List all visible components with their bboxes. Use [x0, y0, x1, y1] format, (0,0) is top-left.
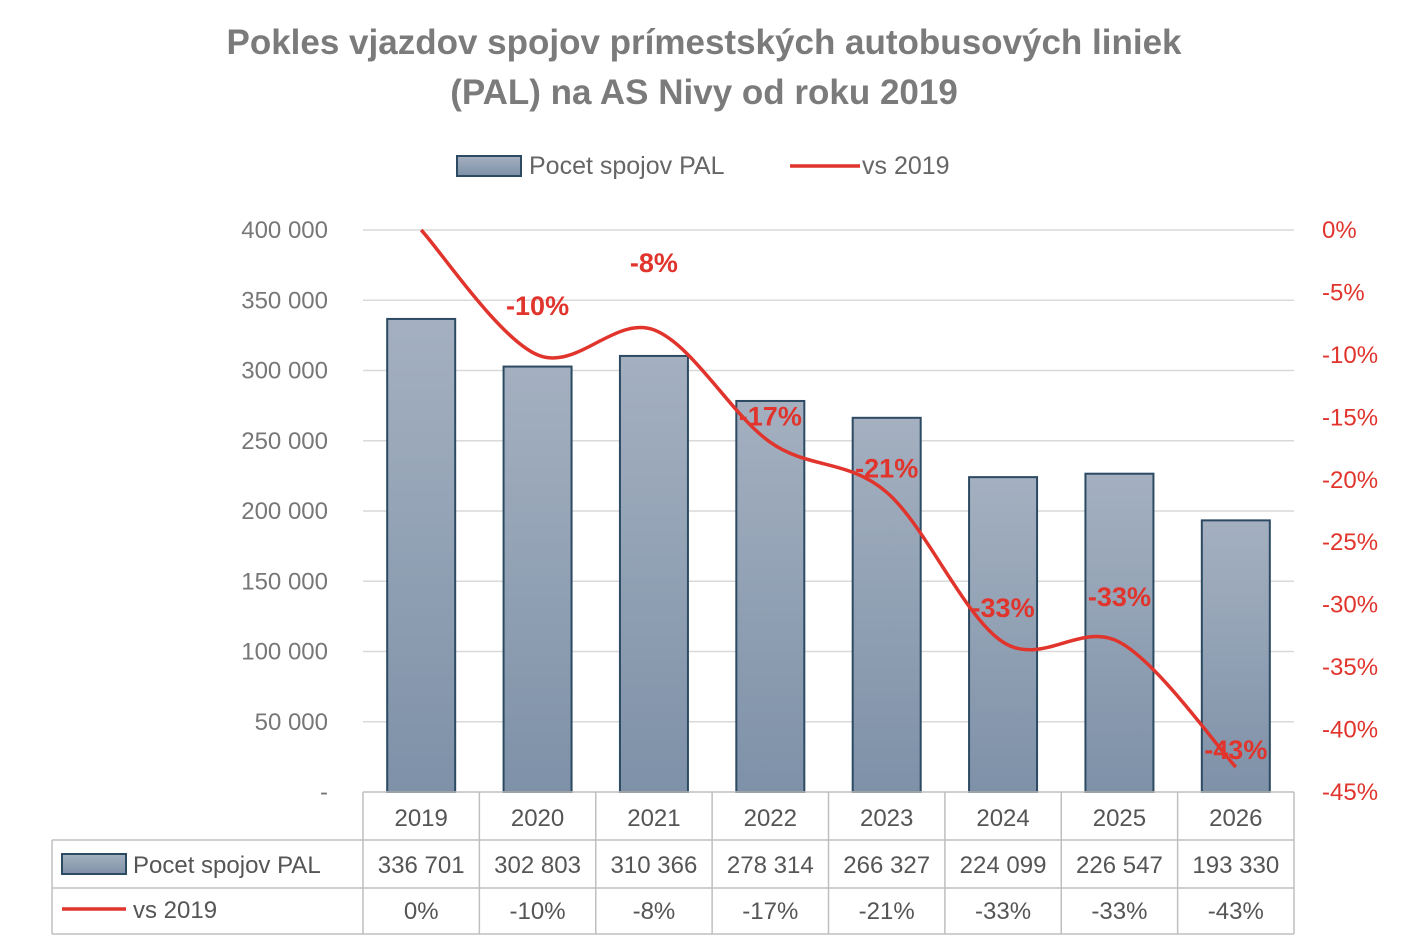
table-cell: -8%	[633, 898, 676, 925]
bar	[1084, 472, 1155, 793]
x-category-label: 2026	[1209, 805, 1262, 832]
table-cell: 193 330	[1192, 852, 1279, 879]
x-category-label: 2021	[627, 805, 680, 832]
table-cell: -33%	[975, 898, 1031, 925]
y2-tick-label: -20%	[1322, 467, 1378, 494]
data-label: -33%	[1088, 582, 1151, 612]
table-cell: 266 327	[843, 852, 930, 879]
data-label: -21%	[855, 453, 918, 483]
x-category-label: 2023	[860, 805, 913, 832]
bar-series	[386, 317, 1271, 793]
y2-tick-label: -35%	[1322, 654, 1378, 681]
x-category-label: 2022	[744, 805, 797, 832]
data-label: -17%	[739, 401, 802, 431]
y-tick-label: 100 000	[241, 639, 328, 666]
data-table: 2019 2020 2021 2022 2023 2024 2025 2026 Pocet sp…	[51, 791, 1295, 935]
y-axis-right: 0% -5% -10% -15% -20% -25% -30% -35% -40% -45%	[1322, 217, 1378, 806]
table-cell: -10%	[510, 898, 566, 925]
y-tick-label: 50 000	[255, 709, 328, 736]
bar	[618, 354, 689, 793]
bar	[386, 317, 457, 793]
y-tick-label: -	[320, 779, 328, 806]
table-row-label: Pocet spojov PAL	[133, 852, 321, 879]
y2-tick-label: -25%	[1322, 529, 1378, 556]
bar	[968, 476, 1039, 793]
y2-tick-label: -10%	[1322, 342, 1378, 369]
x-category-label: 2024	[976, 805, 1029, 832]
data-label: -33%	[972, 593, 1035, 623]
y2-tick-label: -5%	[1322, 279, 1365, 306]
y-tick-label: 250 000	[241, 428, 328, 455]
chart-title-line-2: (PAL) na AS Nivy od roku 2019	[450, 73, 958, 112]
y2-tick-label: -30%	[1322, 592, 1378, 619]
table-cell: -21%	[859, 898, 915, 925]
y-tick-label: 200 000	[241, 498, 328, 525]
data-label: -8%	[630, 248, 678, 278]
legend-key-bar	[61, 853, 127, 875]
x-category-label: 2025	[1093, 805, 1146, 832]
data-label: -43%	[1204, 735, 1267, 765]
legend-label: Pocet spojov PAL	[529, 152, 725, 180]
bar	[502, 365, 573, 793]
y2-tick-label: -40%	[1322, 717, 1378, 744]
x-category-label: 2019	[394, 805, 447, 832]
table-cell: 278 314	[727, 852, 814, 879]
table-row-label: vs 2019	[133, 897, 217, 924]
table-cell: 224 099	[960, 852, 1047, 879]
x-category-label: 2020	[511, 805, 564, 832]
bar	[735, 399, 806, 793]
table-cell: -43%	[1208, 898, 1264, 925]
table-cell: 310 366	[611, 852, 698, 879]
y-tick-label: 150 000	[241, 568, 328, 595]
bar	[1200, 519, 1271, 793]
legend-key-bar	[456, 155, 522, 177]
table-cell: 226 547	[1076, 852, 1163, 879]
y-tick-label: 350 000	[241, 287, 328, 314]
table-cell: -33%	[1091, 898, 1147, 925]
table-cell: 302 803	[494, 852, 581, 879]
table-cell: -17%	[742, 898, 798, 925]
chart-title: Pokles vjazdov spojov prímestských autob…	[0, 18, 1408, 118]
data-labels: -10% -8% -17% -21% -33% -33% -43%	[506, 248, 1267, 765]
line-vs-2019	[419, 228, 1238, 769]
y2-tick-label: -15%	[1322, 404, 1378, 431]
table-cell: 0%	[404, 898, 439, 925]
table-cell: 336 701	[378, 852, 465, 879]
legend: Pocet spojov PAL vs 2019	[456, 152, 950, 180]
y-axis-left: 400 000 350 000 300 000 250 000 200 000 150 0…	[241, 217, 328, 806]
data-label: -10%	[506, 291, 569, 321]
y-tick-label: 300 000	[241, 358, 328, 385]
y2-tick-label: 0%	[1322, 217, 1357, 244]
y2-tick-label: -45%	[1322, 779, 1378, 806]
legend-label: vs 2019	[862, 152, 950, 180]
line-series	[419, 228, 1238, 769]
chart-title-line-1: Pokles vjazdov spojov prímestských autob…	[226, 23, 1182, 62]
y-tick-label: 400 000	[241, 217, 328, 244]
